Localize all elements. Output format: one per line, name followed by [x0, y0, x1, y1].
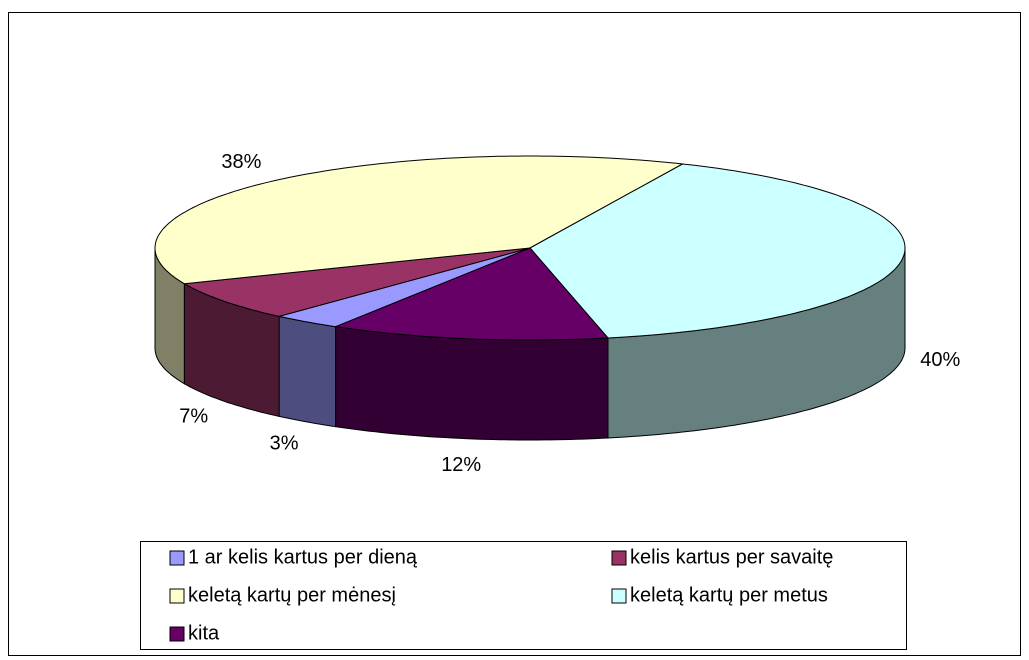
legend-label: kita: [188, 622, 220, 644]
pie-slice: [182, 247, 531, 317]
legend-swatch: [611, 550, 627, 566]
data-label: 12%: [441, 454, 481, 476]
pie-side: [335, 326, 609, 441]
pie-side: [278, 315, 337, 428]
legend-swatch: [169, 588, 185, 604]
data-label: 40%: [920, 349, 960, 371]
legend-box: [140, 541, 907, 650]
data-label: 3%: [270, 432, 299, 454]
legend-swatch: [611, 588, 627, 604]
legend-label: keletą kartų per mėnesį: [188, 584, 396, 606]
pie-slice: [529, 163, 906, 339]
data-label: 38%: [221, 151, 261, 173]
data-label: 7%: [179, 406, 208, 428]
pie-slice: [333, 247, 610, 341]
legend-label: 1 ar kelis kartus per dieną: [188, 546, 418, 568]
legend-swatch: [169, 626, 185, 642]
pie-slice: [278, 247, 531, 328]
legend-label: kelis kartus per savaitę: [630, 546, 833, 568]
pie-slice: [154, 155, 685, 285]
legend-label: keletą kartų per metus: [630, 584, 828, 606]
legend-swatch: [169, 550, 185, 566]
